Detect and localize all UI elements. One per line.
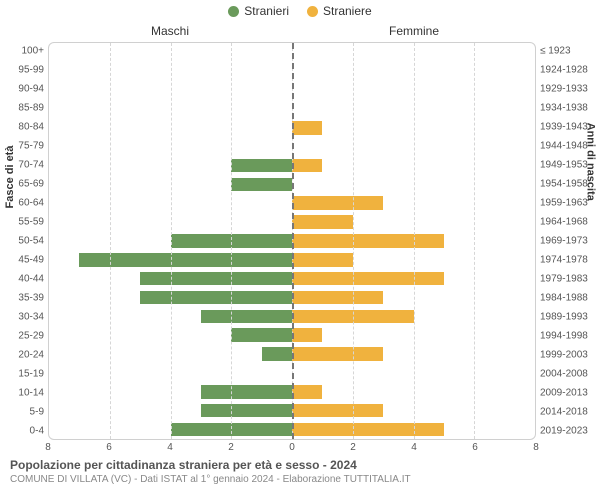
birth-year-label: 1999-2003	[540, 349, 600, 360]
bar-male	[79, 253, 292, 267]
age-label: 60-64	[0, 198, 44, 209]
birth-year-label: 1979-1983	[540, 273, 600, 284]
bar-female	[292, 404, 383, 418]
age-label: 20-24	[0, 349, 44, 360]
age-label: 10-14	[0, 387, 44, 398]
x-tick-label: 8	[45, 442, 51, 453]
age-label: 55-59	[0, 217, 44, 228]
bar-female	[292, 121, 322, 135]
bar-female	[292, 291, 383, 305]
bar-female	[292, 385, 322, 399]
bar-male	[140, 291, 292, 305]
legend-label-female: Straniere	[323, 4, 372, 18]
gridline	[474, 43, 475, 439]
legend-label-male: Stranieri	[244, 4, 289, 18]
birth-year-label: 1949-1953	[540, 160, 600, 171]
age-label: 45-49	[0, 254, 44, 265]
bar-female	[292, 423, 444, 437]
age-label: 35-39	[0, 292, 44, 303]
age-label: 40-44	[0, 273, 44, 284]
bar-male	[201, 404, 292, 418]
legend-item-female: Straniere	[307, 4, 372, 18]
birth-year-label: ≤ 1923	[540, 46, 600, 57]
age-label: 15-19	[0, 368, 44, 379]
center-line	[292, 43, 294, 439]
birth-year-label: 2004-2008	[540, 368, 600, 379]
bar-male	[262, 347, 292, 361]
bar-male	[231, 178, 292, 192]
birth-year-label: 1959-1963	[540, 198, 600, 209]
age-label: 80-84	[0, 122, 44, 133]
legend-item-male: Stranieri	[228, 4, 289, 18]
birth-year-label: 1939-1943	[540, 122, 600, 133]
bar-female	[292, 253, 353, 267]
birth-year-label: 2014-2018	[540, 406, 600, 417]
bar-male	[231, 159, 292, 173]
bar-male	[231, 328, 292, 342]
x-tick-label: 2	[350, 442, 356, 453]
x-tick-label: 8	[533, 442, 539, 453]
bar-male	[140, 272, 292, 286]
swatch-female	[307, 6, 318, 17]
age-label: 65-69	[0, 179, 44, 190]
birth-year-label: 1944-1948	[540, 141, 600, 152]
birth-year-label: 1989-1993	[540, 311, 600, 322]
x-tick-label: 4	[167, 442, 173, 453]
bar-female	[292, 234, 444, 248]
age-label: 5-9	[0, 406, 44, 417]
age-label: 50-54	[0, 236, 44, 247]
gridline	[353, 43, 354, 439]
age-label: 25-29	[0, 330, 44, 341]
swatch-male	[228, 6, 239, 17]
bar-male	[201, 310, 292, 324]
chart-footer: Popolazione per cittadinanza straniera p…	[10, 458, 590, 485]
bar-female	[292, 328, 322, 342]
bar-female	[292, 215, 353, 229]
column-header-female: Femmine	[292, 24, 536, 38]
age-label: 75-79	[0, 141, 44, 152]
bar-female	[292, 196, 383, 210]
age-label: 90-94	[0, 84, 44, 95]
birth-year-label: 1934-1938	[540, 103, 600, 114]
legend: Stranieri Straniere	[0, 0, 600, 18]
x-tick-label: 6	[106, 442, 112, 453]
age-label: 0-4	[0, 425, 44, 436]
birth-year-label: 1974-1978	[540, 254, 600, 265]
gridline	[171, 43, 172, 439]
x-tick-label: 0	[289, 442, 295, 453]
bar-male	[201, 385, 292, 399]
y-right-labels: ≤ 1923 1924-1928 1929-1933 1934-1938 1939-19…	[540, 42, 600, 440]
birth-year-label: 2019-2023	[540, 425, 600, 436]
birth-year-label: 1954-1958	[540, 179, 600, 190]
age-label: 30-34	[0, 311, 44, 322]
bar-female	[292, 159, 322, 173]
bar-female	[292, 347, 383, 361]
plot-area	[48, 42, 536, 440]
column-header-male: Maschi	[48, 24, 292, 38]
x-tick-label: 4	[411, 442, 417, 453]
birth-year-label: 1924-1928	[540, 65, 600, 76]
age-label: 100+	[0, 46, 44, 57]
birth-year-label: 2009-2013	[540, 387, 600, 398]
gridline	[110, 43, 111, 439]
gridline	[414, 43, 415, 439]
birth-year-label: 1964-1968	[540, 217, 600, 228]
gridline	[231, 43, 232, 439]
y-left-labels: 100+ 95-99 90-94 85-89 80-84 75-79 70-74 65-69 6…	[0, 42, 44, 440]
column-headers: Maschi Femmine	[48, 24, 536, 38]
x-tick-label: 6	[472, 442, 478, 453]
age-label: 70-74	[0, 160, 44, 171]
population-pyramid-chart: Stranieri Straniere Maschi Femmine Fasce…	[0, 0, 600, 500]
x-tick-label: 2	[228, 442, 234, 453]
birth-year-label: 1984-1988	[540, 292, 600, 303]
age-label: 85-89	[0, 103, 44, 114]
birth-year-label: 1969-1973	[540, 236, 600, 247]
birth-year-label: 1994-1998	[540, 330, 600, 341]
bar-female	[292, 272, 444, 286]
age-label: 95-99	[0, 65, 44, 76]
footer-title: Popolazione per cittadinanza straniera p…	[10, 458, 590, 472]
footer-subtitle: COMUNE DI VILLATA (VC) - Dati ISTAT al 1…	[10, 474, 590, 485]
birth-year-label: 1929-1933	[540, 84, 600, 95]
